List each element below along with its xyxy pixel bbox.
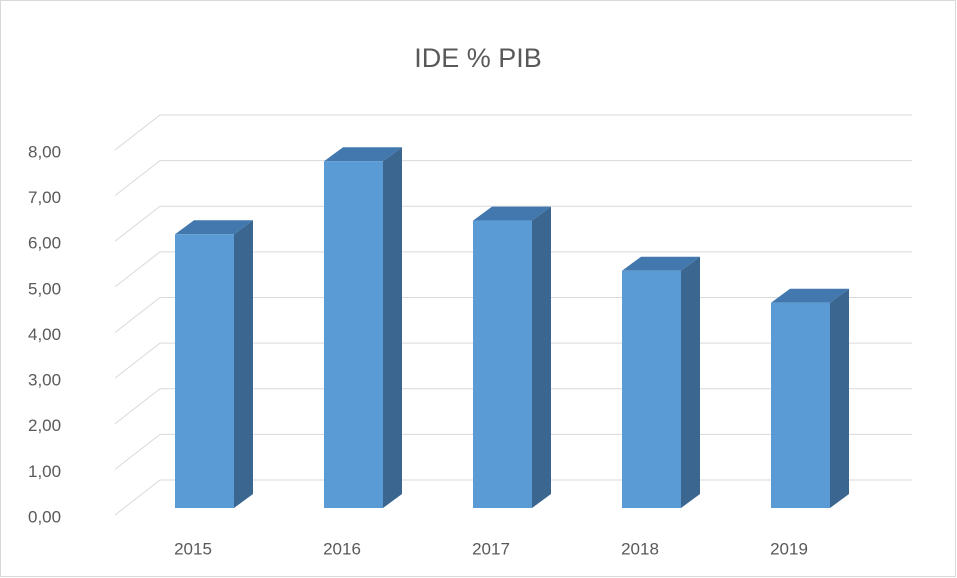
bar-top — [473, 206, 551, 221]
bar-front — [771, 302, 830, 508]
grid-line — [114, 114, 912, 151]
y-tick-label: 7,00 — [28, 188, 61, 207]
bar-front — [622, 270, 681, 508]
y-tick-label: 5,00 — [28, 279, 61, 298]
bar — [622, 256, 700, 508]
y-tick-label: 8,00 — [28, 142, 61, 161]
x-tick-label: 2017 — [472, 539, 510, 558]
bar-front — [473, 220, 532, 508]
grid-line — [114, 160, 912, 197]
bar-front — [324, 161, 383, 508]
x-tick-label: 2019 — [770, 539, 808, 558]
x-tick-label: 2015 — [174, 539, 212, 558]
bar-side — [532, 206, 551, 508]
bar-top — [175, 220, 253, 235]
bar-side — [234, 220, 253, 508]
bar — [771, 288, 849, 508]
bar-top — [324, 147, 402, 162]
bar-front — [175, 234, 234, 508]
bar — [324, 147, 402, 508]
y-tick-label: 3,00 — [28, 371, 61, 390]
y-tick-label: 4,00 — [28, 325, 61, 344]
grid-line — [114, 205, 912, 242]
grid-line — [114, 251, 912, 288]
bar-top — [622, 256, 700, 271]
bar-side — [383, 147, 402, 508]
y-tick-label: 2,00 — [28, 416, 61, 435]
chart-title: IDE % PIB — [414, 43, 542, 73]
y-tick-label: 6,00 — [28, 234, 61, 253]
y-tick-label: 0,00 — [28, 507, 61, 526]
x-tick-label: 2016 — [323, 539, 361, 558]
bar-top — [771, 288, 849, 303]
bar — [473, 206, 551, 508]
x-tick-label: 2018 — [621, 539, 659, 558]
bar-side — [830, 288, 849, 508]
bar — [175, 220, 253, 508]
y-tick-label: 1,00 — [28, 462, 61, 481]
bar-side — [681, 256, 700, 508]
